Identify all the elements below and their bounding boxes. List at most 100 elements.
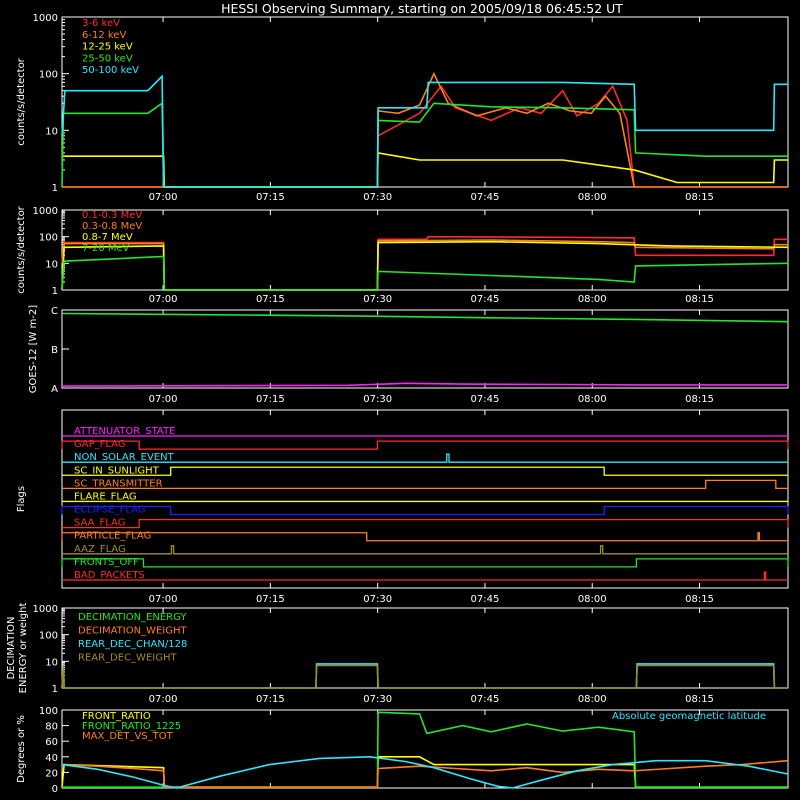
chart-title: HESSI Observing Summary, starting on 200… (221, 1, 623, 16)
series-line (61, 74, 788, 188)
flag-label: NON_SOLAR_EVENT (74, 452, 175, 463)
x-tick-label: 07:15 (256, 594, 285, 605)
flag-label: PARTICLE_FLAG (74, 531, 151, 542)
flag-label: ECLIPSE_FLAG (74, 505, 145, 516)
series-line (61, 240, 789, 291)
x-tick-label: 07:45 (471, 192, 500, 203)
legend-entry: REAR_DEC_CHAN/128 (78, 639, 187, 650)
y-axis-label: GOES-12 [W m-2] (28, 305, 39, 393)
flag-label: FLARE_FLAG (74, 491, 137, 502)
series-line (61, 382, 788, 387)
y-tick-label: 10 (45, 259, 58, 270)
y-tick-label: 1 (52, 286, 58, 297)
flag-line (62, 466, 788, 476)
x-tick-label: 07:15 (256, 192, 285, 203)
y-tick-label: 10 (45, 126, 58, 137)
legend-entry: 50-100 keV (82, 65, 139, 76)
series-line (61, 255, 789, 291)
flag-label: BAD_PACKETS (74, 570, 145, 581)
x-tick-label: 08:00 (578, 394, 607, 405)
y-tick-label: 100 (39, 70, 58, 81)
y-tick-label: 1000 (33, 206, 58, 217)
panel-3: 07:00 07:15 07:30 07:45 08:00 08:15 GOES-12 [W… (28, 305, 789, 405)
series-line (61, 755, 789, 789)
x-tick-label: 07:30 (363, 192, 392, 203)
y-tick-label: 1 (52, 684, 58, 695)
y-axis-label: counts/s/detector (16, 205, 27, 293)
flag-label: FRONTS_OFF (74, 557, 139, 568)
x-tick-label: 08:00 (578, 294, 607, 305)
flag-line (61, 440, 789, 450)
y-axis-label: counts/s/detector (16, 57, 27, 145)
flag-line (61, 558, 789, 568)
x-tick-label: 08:00 (578, 192, 607, 203)
y-tick-label: 1000 (33, 13, 58, 24)
legend-entry: REAR_DEC_WEIGHT (78, 653, 177, 664)
series-line (62, 711, 788, 788)
x-tick-label: 08:15 (685, 192, 714, 203)
x-tick-label: 07:45 (471, 394, 500, 405)
y-tick-label: 10 (45, 657, 58, 668)
legend-entry: MAX_DET_VS_TOT (82, 731, 174, 742)
flag-line (62, 545, 788, 555)
series-line (61, 235, 788, 291)
x-tick-label: 08:15 (685, 394, 714, 405)
series-line (61, 101, 788, 188)
series-line (61, 759, 789, 788)
panel-5: 07:00 07:15 07:30 07:45 08:00 08:15 DECIMATION… (6, 603, 789, 705)
flag-line (62, 518, 789, 529)
legend-entry: 0.1-0.3 MeV (82, 210, 142, 221)
series-line (61, 312, 789, 323)
panel-1: 07:00 07:15 07:30 07:45 08:00 08:15 counts/s/d… (16, 13, 789, 203)
panel-frame (61, 209, 789, 291)
legend-entry: 12-25 keV (82, 42, 133, 53)
series-line (62, 151, 788, 188)
y-tick-label: 20 (45, 768, 58, 779)
x-tick-label: 07:00 (149, 394, 178, 405)
y-axis-label: ENERGY or weight (18, 603, 29, 694)
panel-4: 07:00 07:15 07:30 07:45 08:00 08:15 Flags ATTEN… (16, 409, 789, 605)
x-tick-label: 07:15 (256, 294, 285, 305)
series-line (61, 239, 788, 291)
panel-frame (61, 309, 789, 389)
panel-6: Degrees or % 0 20 40 60 80 100 FRONT_RATIOFRONT… (16, 706, 789, 795)
x-tick-label: 07:30 (363, 594, 392, 605)
flag-label: ATTENUATOR_STATE (74, 426, 175, 437)
x-tick-label: 07:00 (149, 694, 178, 705)
series-line (61, 664, 788, 689)
y-axis-label: Flags (16, 486, 27, 512)
x-tick-label: 08:00 (578, 694, 607, 705)
legend-entry: 25-50 keV (82, 53, 133, 64)
y-axis-label: DECIMATION (6, 616, 17, 679)
y-tick-label: 60 (45, 737, 58, 748)
x-tick-label: 07:45 (471, 294, 500, 305)
series-line (61, 663, 788, 689)
x-tick-label: 07:30 (363, 694, 392, 705)
y-axis-label: Degrees or % (16, 715, 27, 783)
panel-2: 07:00 07:15 07:30 07:45 08:00 08:15 counts/s/d… (16, 205, 789, 305)
x-tick-label: 07:30 (363, 294, 392, 305)
flag-label: GAP_FLAG (74, 439, 126, 450)
x-tick-label: 07:00 (149, 294, 178, 305)
flag-line (61, 505, 789, 516)
legend-entry: 6-12 keV (82, 30, 126, 41)
flag-line (62, 571, 788, 581)
y-tick-label: C (51, 306, 58, 317)
flag-label: AAZ_FLAG (74, 544, 126, 555)
legend-entry: 0.8-7 MeV (82, 232, 133, 243)
y-tick-label: 100 (39, 233, 58, 244)
series-line (61, 756, 788, 788)
panel-frame (61, 16, 789, 188)
legend-entry: DECIMATION_ENERGY (78, 612, 187, 623)
y-tick-label: 1000 (33, 604, 58, 615)
x-tick-label: 07:15 (256, 694, 285, 705)
legend-entry: 7-20 MeV (82, 243, 130, 254)
x-tick-label: 07:15 (256, 394, 285, 405)
y-tick-label: 40 (45, 753, 58, 764)
flag-label: SAA_FLAG (74, 518, 125, 529)
legend-entry: 3-6 keV (82, 18, 120, 29)
x-tick-label: 08:00 (578, 594, 607, 605)
flag-line (61, 532, 788, 542)
legend-entry: FRONT_RATIO_1225 (82, 721, 181, 732)
